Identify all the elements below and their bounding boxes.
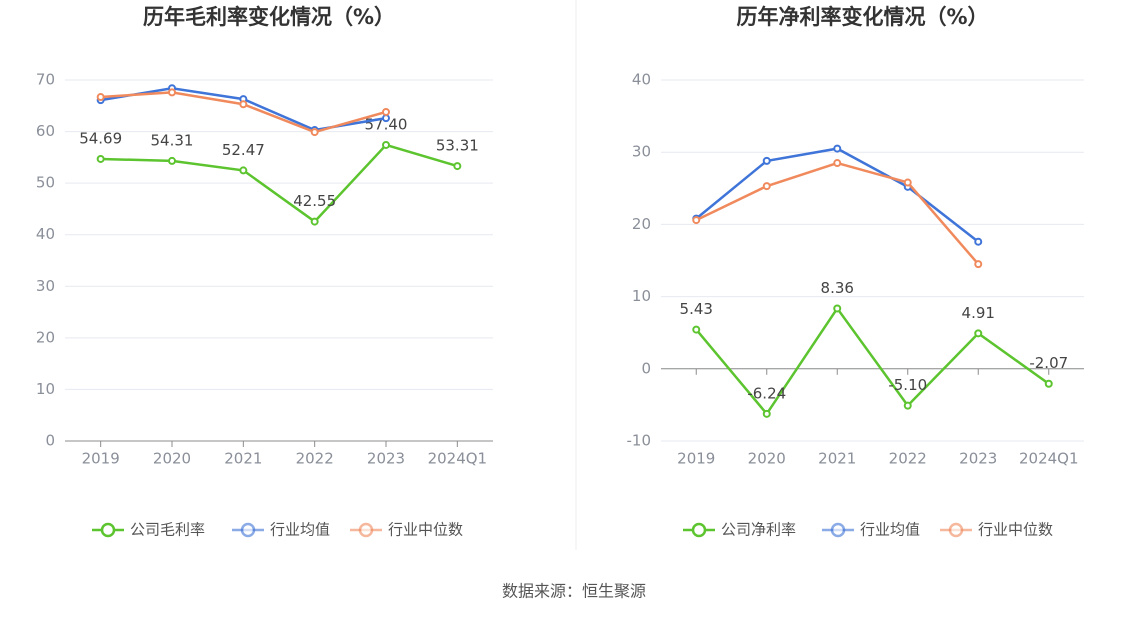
y-tick-label: 20 [632, 215, 651, 233]
series-line [695, 306, 1050, 416]
point [833, 304, 842, 313]
point [692, 216, 701, 225]
point [310, 217, 319, 226]
legend-label: 行业中位数 [388, 521, 463, 539]
x-tick-label: 2022 [889, 450, 927, 468]
value-label: 4.91 [962, 304, 995, 322]
point [833, 159, 842, 168]
series-line [100, 143, 458, 224]
legend-label: 公司净利率 [721, 521, 796, 539]
legend-icon [691, 522, 707, 538]
point [1044, 379, 1053, 388]
point [382, 140, 390, 149]
value-label: -6.24 [747, 384, 786, 402]
x-tick-label: 2023 [367, 450, 405, 468]
point [974, 237, 983, 246]
x-tick-label: 2020 [153, 450, 191, 468]
y-tick-label: -10 [627, 432, 652, 450]
value-label: 52.47 [222, 141, 265, 159]
point [974, 329, 983, 338]
legend-icon [948, 522, 964, 538]
y-tick-label: 0 [45, 432, 55, 450]
y-tick-label: 50 [36, 174, 55, 192]
point [96, 93, 105, 102]
x-tick-label: 2024Q1 [428, 450, 488, 468]
legend-label: 行业均值 [270, 521, 330, 539]
value-label: 5.43 [680, 300, 713, 318]
x-tick-label: 2022 [296, 450, 334, 468]
legend-label: 行业中位数 [978, 521, 1053, 539]
chart-title: 历年毛利率变化情况（%） [143, 5, 395, 29]
series-line [695, 161, 980, 265]
legend-label: 公司毛利率 [130, 521, 205, 539]
legend-icon [100, 522, 116, 538]
point [239, 100, 248, 109]
point [96, 154, 105, 163]
point [903, 178, 912, 187]
point [903, 401, 912, 410]
point [168, 156, 176, 165]
legend-icon [830, 522, 846, 538]
point [762, 182, 771, 191]
chart-title: 历年净利率变化情况（%） [736, 5, 988, 29]
point [762, 156, 771, 165]
value-label: -5.10 [888, 376, 927, 394]
point [692, 325, 701, 334]
y-tick-label: 40 [632, 71, 651, 89]
y-tick-label: 10 [36, 380, 55, 398]
y-tick-label: 10 [632, 287, 651, 305]
x-tick-label: 2019 [677, 450, 715, 468]
point [310, 128, 319, 137]
value-label: 42.55 [293, 192, 336, 210]
value-label: 54.31 [151, 131, 194, 149]
y-tick-label: 0 [641, 359, 651, 377]
legend-icon [358, 522, 374, 538]
point [974, 260, 983, 269]
value-label: 53.31 [436, 137, 479, 155]
x-tick-label: 2021 [224, 450, 262, 468]
legend-icon [240, 522, 256, 538]
point [168, 88, 176, 97]
point [382, 114, 390, 123]
legend-label: 行业均值 [860, 521, 920, 539]
x-tick-label: 2024Q1 [1019, 450, 1079, 468]
point [833, 144, 842, 153]
y-tick-label: 60 [36, 122, 55, 140]
point [453, 162, 462, 171]
y-tick-label: 20 [36, 328, 55, 346]
x-tick-label: 2021 [818, 450, 856, 468]
value-label: 54.69 [79, 129, 122, 147]
point [382, 107, 390, 116]
y-tick-label: 30 [632, 143, 651, 161]
point [239, 166, 248, 175]
source: 数据来源：恒生聚源 [502, 582, 646, 601]
x-tick-label: 2023 [959, 450, 997, 468]
value-label: -2.07 [1029, 354, 1068, 372]
y-tick-label: 30 [36, 277, 55, 295]
value-label: 8.36 [821, 279, 854, 297]
x-tick-label: 2020 [748, 450, 786, 468]
y-tick-label: 40 [36, 225, 55, 243]
x-tick-label: 2019 [82, 450, 120, 468]
y-tick-label: 70 [36, 71, 55, 89]
point [762, 409, 771, 418]
